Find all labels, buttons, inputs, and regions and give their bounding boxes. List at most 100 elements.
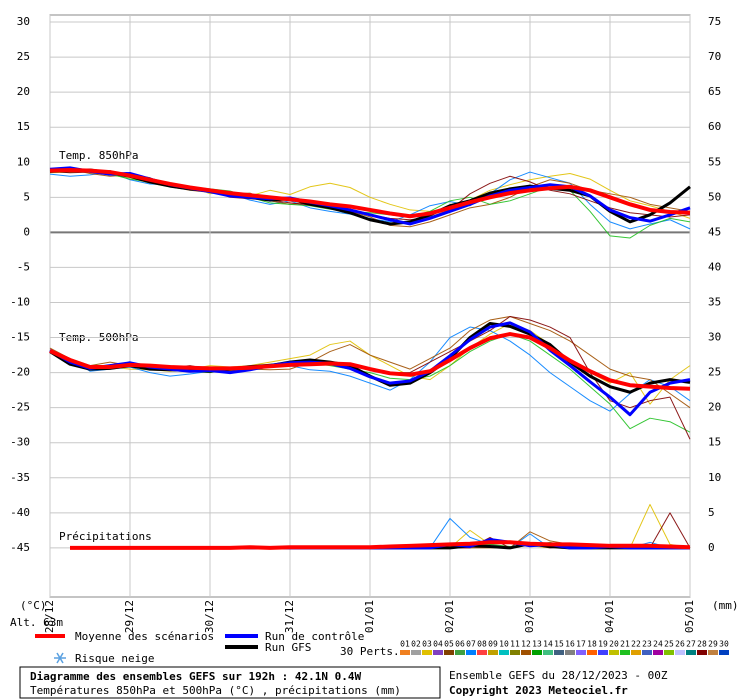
y-tick-label: -20 (10, 366, 30, 379)
perturbation-number: 29 (708, 640, 718, 649)
perturbation-number: 27 (686, 640, 696, 649)
snow-icon (54, 652, 66, 664)
y2-unit: (mm) (712, 599, 739, 612)
perturbation-swatch (400, 650, 410, 655)
y-tick-label: 0 (23, 225, 30, 238)
perturbation-swatch (653, 650, 663, 655)
x-tick-label: 04/01 (603, 600, 616, 633)
perturbation-swatch (620, 650, 630, 655)
y2-tick-label: 35 (708, 295, 721, 308)
perturbation-number: 11 (510, 640, 520, 649)
y-tick-label: -5 (17, 260, 30, 273)
x-tick-label: 29/12 (123, 600, 136, 633)
perturbations-label: 30 Perts. (340, 645, 400, 658)
y2-tick-label: 50 (708, 190, 721, 203)
y2-tick-label: 45 (708, 225, 721, 238)
legend-label: Run GFS (265, 641, 311, 654)
perturbation-number: 03 (422, 640, 432, 649)
perturbation-swatch (422, 650, 432, 655)
precip-line (70, 540, 691, 550)
perturbation-number: 13 (532, 640, 542, 649)
perturbation-swatch (543, 650, 553, 655)
altitude: Alt. 63m (10, 616, 63, 629)
perturbation-swatch (565, 650, 575, 655)
perturbation-number: 18 (587, 640, 597, 649)
y2-tick-label: 55 (708, 155, 721, 168)
y2-tick-label: 10 (708, 471, 721, 484)
y-tick-label: 30 (17, 15, 30, 28)
t850-label: Temp. 850hPa (59, 149, 138, 162)
y2-tick-label: 40 (708, 260, 721, 273)
perturbation-number: 06 (455, 640, 465, 649)
snow-risk-label: Risque neige (75, 652, 154, 665)
y-tick-label: -30 (10, 436, 30, 449)
x-tick-label: 31/12 (283, 600, 296, 633)
y-tick-label: 5 (23, 190, 30, 203)
perturbation-swatch (477, 650, 487, 655)
y-tick-label: -40 (10, 506, 30, 519)
footer-copyright: Copyright 2023 Meteociel.fr (449, 684, 628, 697)
perturbation-swatch (686, 650, 696, 655)
y-tick-label: 20 (17, 85, 30, 98)
perturbation-swatch (554, 650, 564, 655)
x-tick-label: 05/01 (683, 600, 696, 633)
perturbation-number: 24 (653, 640, 663, 649)
perturbation-swatch (675, 650, 685, 655)
footer-subtitle: Températures 850hPa et 500hPa (°C) , pré… (30, 684, 401, 697)
perturbation-number: 05 (444, 640, 454, 649)
x-tick-label: 01/01 (363, 600, 376, 633)
y2-tick-label: 30 (708, 331, 721, 344)
perturbation-swatch (664, 650, 674, 655)
y-tick-label: -45 (10, 541, 30, 554)
perturbation-swatch (642, 650, 652, 655)
perturbation-swatch (587, 650, 597, 655)
y2-tick-label: 75 (708, 15, 721, 28)
y-tick-label: 25 (17, 50, 30, 63)
perturbation-number: 23 (642, 640, 652, 649)
legend-label: Run de contrôle (265, 630, 364, 643)
y-tick-label: -10 (10, 295, 30, 308)
y-tick-label: -25 (10, 401, 30, 414)
y2-tick-label: 5 (708, 506, 715, 519)
perturbation-number: 26 (675, 640, 685, 649)
perturbation-swatch (444, 650, 454, 655)
perturbation-swatch (411, 650, 421, 655)
t500-line (49, 332, 691, 391)
perturbation-number: 28 (697, 640, 707, 649)
perturbation-number: 04 (433, 640, 443, 649)
y-tick-label: -35 (10, 471, 30, 484)
t500-line (49, 326, 691, 412)
perturbation-number: 30 (719, 640, 729, 649)
footer-run: Ensemble GEFS du 28/12/2023 - 00Z (449, 669, 668, 682)
x-tick-label: 02/01 (443, 600, 456, 633)
perturbation-swatch (488, 650, 498, 655)
perturbation-swatch (466, 650, 476, 655)
legend-label: Moyenne des scénarios (75, 630, 214, 643)
perturbation-number: 20 (609, 640, 619, 649)
perturbation-swatch (576, 650, 586, 655)
x-tick-label: 03/01 (523, 600, 536, 633)
x-tick-label: 28/12 (43, 600, 56, 633)
perturbation-swatch (719, 650, 729, 655)
y2-tick-label: 25 (708, 366, 721, 379)
perturbation-number: 15 (554, 640, 564, 649)
y2-tick-label: 70 (708, 50, 721, 63)
y-tick-label: 15 (17, 120, 30, 133)
perturbation-number: 08 (477, 640, 487, 649)
perturbation-number: 16 (565, 640, 575, 649)
perturbation-number: 01 (400, 640, 410, 649)
perturbation-number: 14 (543, 640, 553, 649)
perturbation-swatch (532, 650, 542, 655)
perturbation-swatch (433, 650, 443, 655)
perturbation-number: 02 (411, 640, 421, 649)
y2-tick-label: 0 (708, 541, 715, 554)
perturbation-swatch (521, 650, 531, 655)
perturbation-number: 22 (631, 640, 641, 649)
perturbation-number: 10 (499, 640, 509, 649)
perturbation-swatch (510, 650, 520, 655)
y2-tick-label: 20 (708, 401, 721, 414)
perturbation-number: 25 (664, 640, 674, 649)
perturbation-number: 21 (620, 640, 630, 649)
